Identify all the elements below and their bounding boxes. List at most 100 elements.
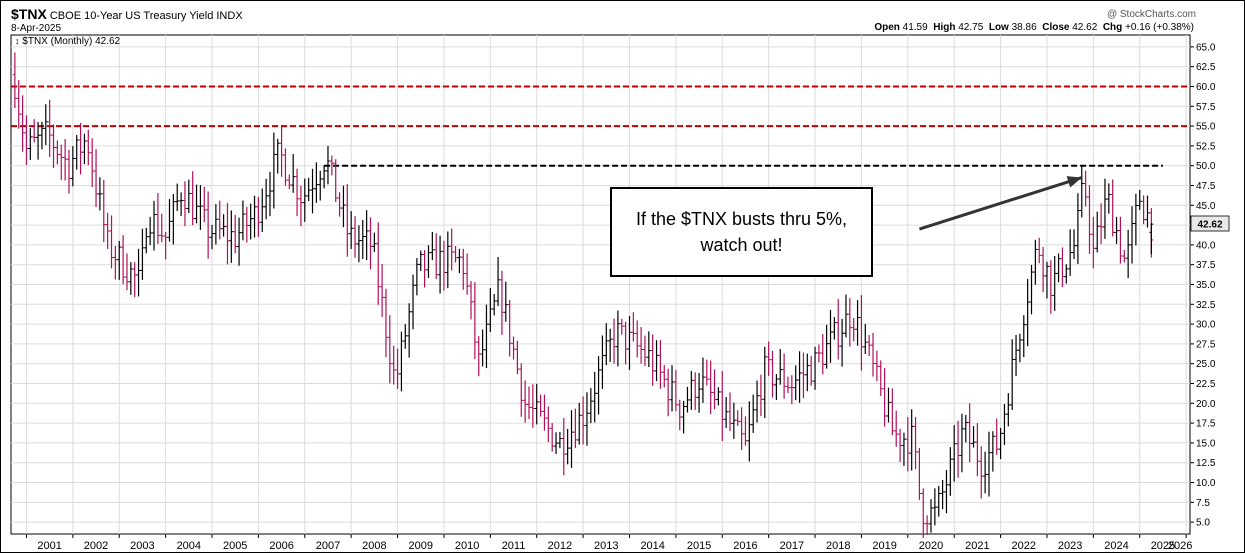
- ohlc-bar: [414, 258, 419, 296]
- ohlc-bar: [144, 227, 149, 254]
- y-tick-label: 47.5: [1196, 181, 1216, 192]
- ohlc-bar: [890, 388, 895, 436]
- ohlc-bar: [735, 410, 740, 426]
- ohlc-bar: [530, 384, 535, 428]
- ohlc-bar: [1014, 334, 1019, 376]
- y-tick-label: 15.0: [1196, 438, 1216, 449]
- ohlc-bar: [391, 345, 396, 385]
- ohlc-bar: [1083, 170, 1088, 207]
- ohlc-bar: [368, 217, 373, 270]
- ohlc-bar: [809, 355, 814, 386]
- ohlc-bar: [983, 451, 988, 494]
- ohlc-bar: [596, 356, 601, 415]
- ohlc-bar: [944, 469, 949, 514]
- ohlc-bar: [376, 222, 381, 305]
- ohlc-bar: [159, 213, 164, 243]
- ohlc-bar: [1060, 247, 1065, 288]
- y-tick-label: 7.5: [1196, 498, 1210, 509]
- ohlc-bar: [627, 315, 632, 370]
- y-tick-label: 25.0: [1196, 359, 1216, 370]
- x-tick-label: 2018: [826, 540, 850, 552]
- ohlc-bar: [1002, 403, 1007, 446]
- ohlc-bar: [642, 335, 647, 367]
- ohlc-bar: [484, 304, 489, 369]
- ohlc-bar: [631, 312, 636, 342]
- ohlc-bar: [670, 365, 675, 412]
- ohlc-bar: [793, 365, 798, 401]
- x-tick-label: 2024: [1104, 540, 1128, 552]
- y-tick-label: 37.5: [1196, 260, 1216, 271]
- x-tick-label: 2023: [1058, 540, 1082, 552]
- x-tick-label: 2007: [316, 540, 340, 552]
- ohlc-bar: [1130, 206, 1135, 264]
- ohlc-bar: [1114, 216, 1119, 245]
- ohlc-bar: [635, 320, 640, 358]
- y-tick-label: 65.0: [1196, 42, 1216, 53]
- ohlc-bar: [441, 240, 446, 291]
- ohlc-bar: [128, 262, 133, 295]
- arrow-shaft: [918, 176, 1083, 231]
- ohlc-bar: [731, 402, 736, 439]
- ohlc-bar: [59, 144, 64, 180]
- ohlc-bar: [874, 350, 879, 382]
- ohlc-bar: [70, 146, 75, 187]
- ohlc-bar: [1087, 185, 1092, 254]
- ohlc-bar: [499, 270, 504, 335]
- ohlc-bar: [704, 359, 709, 386]
- ohlc-bar: [24, 115, 29, 166]
- ohlc-bar: [782, 353, 787, 399]
- y-tick-label: 32.5: [1196, 300, 1216, 311]
- ohlc-bar: [801, 352, 806, 399]
- ohlc-bar: [63, 138, 68, 181]
- ohlc-bar: [74, 134, 79, 170]
- ohlc-bar: [403, 324, 408, 349]
- ohlc-bar: [894, 410, 899, 447]
- ohlc-bar: [755, 380, 760, 423]
- ohlc-bar: [1037, 237, 1042, 264]
- ohlc-bar: [140, 228, 145, 280]
- ohlc-bar: [445, 231, 450, 289]
- y-tick-label: 50.0: [1196, 161, 1216, 172]
- security-name: CBOE 10-Year US Treasury Yield: [49, 10, 214, 22]
- ohlc-bar: [97, 177, 102, 211]
- ohlc-bar: [275, 138, 280, 174]
- ohlc-bar: [221, 214, 226, 237]
- ohlc-bar: [16, 79, 21, 129]
- ohlc-bar: [492, 293, 497, 316]
- ohlc-bar: [20, 95, 25, 152]
- ohlc-bar: [1133, 193, 1138, 246]
- ohlc-bar: [264, 178, 269, 220]
- x-axis: 2001 2002 2003 2004 2005 2006 2007 2008 2009 2010…: [25, 534, 1192, 552]
- ohlc-bar: [109, 215, 114, 269]
- ohlc-bar: [673, 370, 678, 412]
- ohlc-bar: [909, 409, 914, 471]
- ohlc-bar: [380, 263, 385, 317]
- ohlc-bar: [179, 192, 184, 217]
- ohlc-bar: [434, 233, 439, 280]
- ohlc-bar: [260, 188, 265, 233]
- ohlc-bar: [1006, 393, 1011, 427]
- ohlc-bar: [90, 138, 95, 188]
- ohlc-bar: [329, 155, 334, 176]
- ohlc-bar: [430, 231, 435, 261]
- ohlc-bar: [1145, 195, 1150, 228]
- ohlc-bar: [322, 165, 327, 189]
- ohlc-bar: [271, 132, 276, 209]
- ohlc-bar: [1099, 203, 1104, 245]
- ohlc-bar: [724, 396, 729, 428]
- ohlc-bar: [859, 295, 864, 371]
- ohlc-bar: [240, 200, 245, 241]
- ohlc-bar: [244, 206, 249, 243]
- ohlc-bar: [325, 146, 330, 185]
- ohlc-bar: [36, 121, 41, 160]
- ohlc-bar: [136, 248, 141, 297]
- x-tick-label: 2016: [733, 540, 757, 552]
- arrow-head: [1066, 176, 1082, 188]
- ohlc-bar: [901, 432, 906, 466]
- ohlc-bar: [932, 488, 937, 526]
- y-tick-label: 22.5: [1196, 379, 1216, 390]
- y-tick-label: 40.0: [1196, 240, 1216, 251]
- ohlc-bar: [697, 373, 702, 413]
- ohlc-bar: [789, 375, 794, 405]
